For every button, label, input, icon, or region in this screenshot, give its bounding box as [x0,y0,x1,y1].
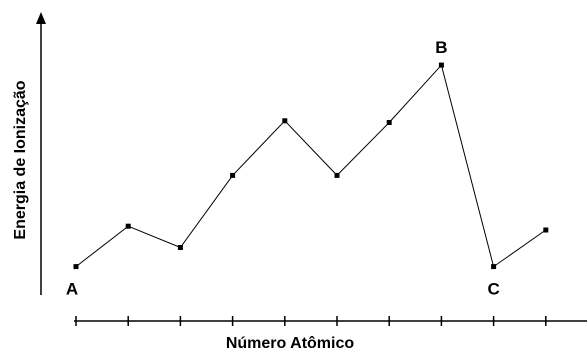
data-point [125,223,131,229]
x-axis-ticks [75,316,547,326]
data-point [177,245,183,250]
point-label-a: A [66,280,78,299]
point-label-c: C [487,280,499,299]
point-label-b: B [435,38,447,57]
data-point [282,118,288,124]
series-point-labels: A B C [66,38,500,299]
y-axis-title: Energia de Ionização [12,80,29,239]
data-point [334,172,340,178]
x-axis-title: Número Atômico [226,335,355,352]
data-point [543,227,549,233]
y-axis-arrow-icon [36,12,46,24]
data-point [386,120,392,125]
data-point [230,172,236,178]
series-line [75,64,547,268]
data-point [438,62,444,68]
data-point [491,264,497,270]
data-point [73,264,79,270]
series-points [73,62,549,270]
